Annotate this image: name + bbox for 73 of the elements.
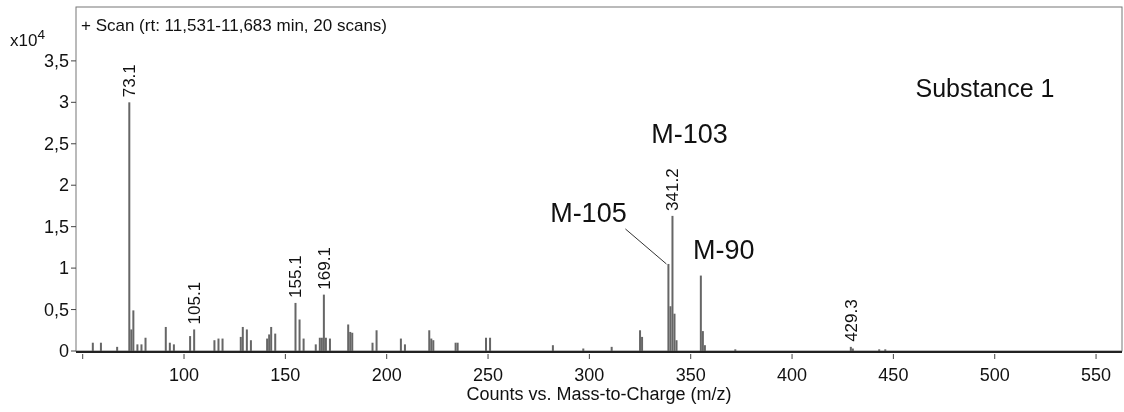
bar xyxy=(221,338,224,351)
bar xyxy=(667,263,670,351)
bar xyxy=(298,319,301,351)
bar xyxy=(241,326,244,351)
bar xyxy=(91,342,94,351)
annotation: M-90 xyxy=(693,234,755,265)
annotation: 341.2 xyxy=(663,168,683,211)
annotation: M-103 xyxy=(651,118,728,149)
bar xyxy=(189,336,192,351)
x-tick-label: 150 xyxy=(270,365,301,385)
bar xyxy=(172,344,175,351)
annotation: M-105 xyxy=(550,197,627,228)
bar xyxy=(489,337,492,351)
bar xyxy=(671,215,674,351)
bar xyxy=(116,346,119,351)
y-tick-label: 3 xyxy=(58,92,69,113)
bar xyxy=(132,310,135,351)
bar xyxy=(128,102,131,351)
bar xyxy=(399,338,402,351)
y-axis-title: x10$^{4}$ xyxy=(10,26,46,50)
bar xyxy=(245,329,248,351)
bar xyxy=(639,330,642,351)
y-tick-label: 2 xyxy=(58,175,69,196)
bar xyxy=(274,333,277,351)
x-tick-label: 250 xyxy=(473,365,504,385)
x-axis-title: Counts vs. Mass-to-Charge (m/z) xyxy=(466,384,732,404)
y-tick-label: 2,5 xyxy=(43,133,69,154)
x-tick-label: 550 xyxy=(1081,365,1112,385)
bar xyxy=(375,330,378,351)
bar xyxy=(217,338,220,351)
annotation: Substance 1 xyxy=(915,74,1055,102)
y-tick-label: 1 xyxy=(58,258,69,279)
bar xyxy=(551,345,554,351)
annotation: 155.1 xyxy=(286,255,306,298)
y-tick-label: 0 xyxy=(58,341,69,361)
bar xyxy=(99,342,102,351)
bar xyxy=(144,337,147,351)
bar xyxy=(213,340,216,351)
bar xyxy=(270,326,273,351)
y-tick-label: 3,5 xyxy=(43,50,69,71)
bar xyxy=(328,338,331,351)
annotation: 73.1 xyxy=(120,64,140,98)
bar xyxy=(266,338,269,351)
bar xyxy=(294,302,297,351)
bar xyxy=(168,342,171,351)
x-tick-label: 300 xyxy=(574,365,605,385)
bar xyxy=(371,342,374,351)
bar xyxy=(140,344,143,351)
text: + Scan (rt: 11,531-11,683 min, 20 scans) xyxy=(81,16,388,35)
bar xyxy=(193,329,196,351)
x-tick-label: 500 xyxy=(979,365,1010,385)
y-tick-label: 1,5 xyxy=(43,216,69,237)
bar xyxy=(428,330,431,351)
x-tick-label: 400 xyxy=(777,365,808,385)
bar xyxy=(403,344,406,351)
annotation: 429.3 xyxy=(841,299,861,342)
annotation: 169.1 xyxy=(314,247,334,290)
x-tick-label: 350 xyxy=(675,365,706,385)
bar xyxy=(485,337,488,351)
x-tick-label: 200 xyxy=(371,365,402,385)
bar xyxy=(347,324,350,351)
bar xyxy=(322,294,325,351)
bar xyxy=(302,338,305,351)
bar xyxy=(136,344,139,351)
x-tick-label: 450 xyxy=(878,365,909,385)
bar xyxy=(164,326,167,351)
bar xyxy=(610,346,613,351)
y-tick-label: 0,5 xyxy=(43,299,69,320)
bar xyxy=(249,340,252,351)
bar xyxy=(699,275,702,351)
bar xyxy=(314,344,317,351)
x-tick-label: 100 xyxy=(169,365,200,385)
annotation: 105.1 xyxy=(185,281,205,325)
